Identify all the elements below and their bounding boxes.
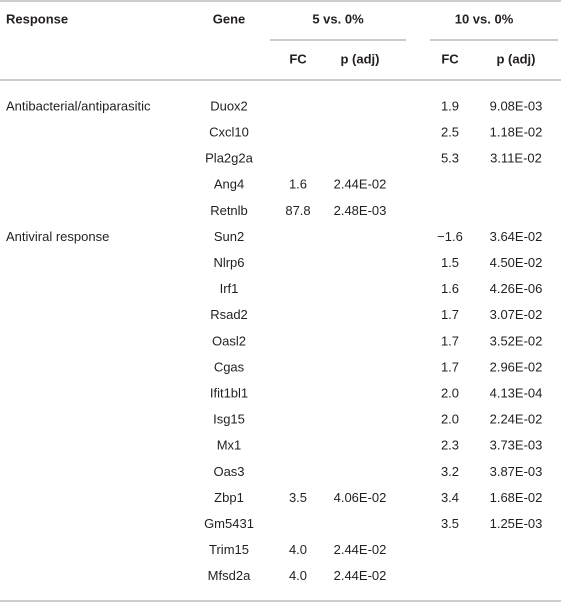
cell: −1.6: [437, 229, 463, 244]
cell: Cxcl10: [209, 125, 249, 140]
cell: Zbp1: [214, 490, 244, 505]
cell: 2.5: [441, 125, 459, 140]
header-cell: Gene: [213, 11, 246, 26]
cell: 1.6: [441, 281, 459, 296]
cell: 2.0: [441, 412, 459, 427]
subheader-cell: p (adj): [497, 51, 536, 66]
cell: 3.11E-02: [490, 151, 542, 166]
cell: 2.44E-02: [334, 177, 387, 192]
header-cell: 10 vs. 0%: [455, 11, 514, 26]
cell: Oasl2: [212, 333, 246, 348]
cell: Rsad2: [210, 307, 248, 322]
cell: 3.5: [441, 516, 459, 531]
header-cell: Response: [6, 11, 68, 26]
cell: Nlrp6: [213, 255, 244, 270]
cell: 4.0: [289, 542, 307, 557]
cell: Ang4: [214, 177, 244, 192]
subheader-cell: FC: [289, 51, 307, 66]
cell: 1.7: [441, 307, 459, 322]
cell: 2.0: [441, 386, 459, 401]
cell: Antibacterial/antiparasitic: [6, 98, 151, 113]
cell: 1.7: [441, 359, 459, 374]
cell: 3.5: [289, 490, 307, 505]
cell: 3.2: [441, 464, 459, 479]
subheader-cell: p (adj): [341, 51, 380, 66]
cell: 3.87E-03: [490, 464, 543, 479]
cell: 9.08E-03: [490, 98, 543, 113]
cell: Isg15: [213, 412, 245, 427]
cell: 2.44E-02: [334, 542, 387, 557]
header-cell: 5 vs. 0%: [312, 11, 364, 26]
cell: Gm5431: [204, 516, 254, 531]
cell: 4.26E-06: [490, 281, 543, 296]
subheader-cell: FC: [441, 51, 459, 66]
cell: 2.96E-02: [490, 359, 543, 374]
cell: 4.0: [289, 568, 307, 583]
cell: Sun2: [214, 229, 244, 244]
cell: Mx1: [217, 438, 242, 453]
cell: 1.68E-02: [490, 490, 543, 505]
cell: Irf1: [220, 281, 239, 296]
cell: 1.25E-03: [490, 516, 543, 531]
cell: 1.5: [441, 255, 459, 270]
cell: Oas3: [213, 464, 244, 479]
cell: 5.3: [441, 151, 459, 166]
cell: Antiviral response: [6, 229, 109, 244]
cell: 1.7: [441, 333, 459, 348]
cell: Trim15: [209, 542, 249, 557]
cell: 87.8: [285, 203, 310, 218]
cell: 4.50E-02: [490, 255, 543, 270]
cell: Duox2: [210, 98, 248, 113]
cell: 4.06E-02: [334, 490, 387, 505]
cell: 3.07E-02: [490, 307, 543, 322]
cell: Mfsd2a: [208, 568, 251, 583]
cell: 2.44E-02: [334, 568, 387, 583]
cell: 1.9: [441, 98, 459, 113]
cell: 1.6: [289, 177, 307, 192]
cell: 4.13E-04: [490, 386, 543, 401]
cell: 2.24E-02: [490, 412, 543, 427]
cell: Ifit1bl1: [210, 386, 248, 401]
cell: 2.3: [441, 438, 459, 453]
cell: Pla2g2a: [205, 151, 253, 166]
cell: Retnlb: [210, 203, 248, 218]
cell: Cgas: [214, 359, 245, 374]
cell: 3.64E-02: [490, 229, 543, 244]
cell: 1.18E-02: [490, 125, 543, 140]
cell: 3.4: [441, 490, 459, 505]
cell: 3.52E-02: [490, 333, 543, 348]
cell: 2.48E-03: [334, 203, 387, 218]
cell: 3.73E-03: [490, 438, 543, 453]
